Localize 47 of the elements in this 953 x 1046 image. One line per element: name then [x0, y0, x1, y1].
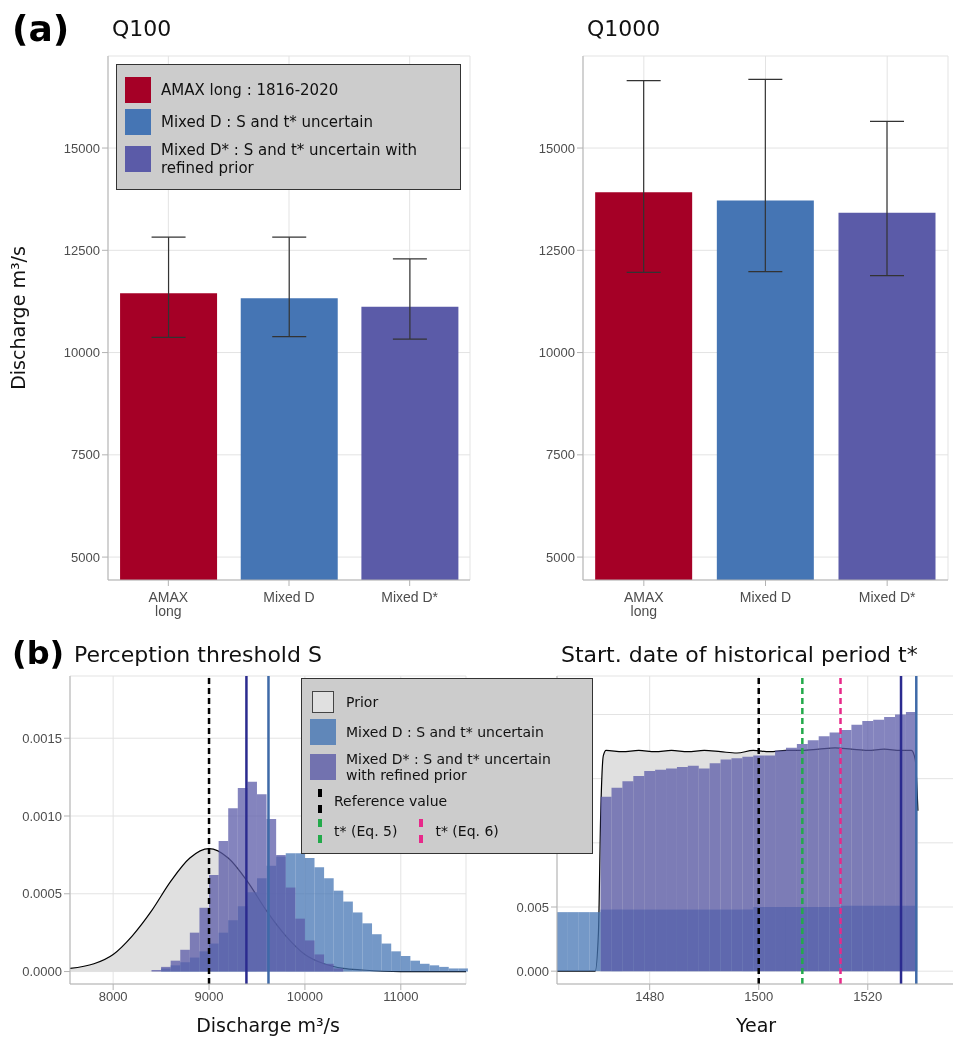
text: (b)	[12, 634, 65, 672]
legend-label: Mixed D* : S and t* uncertain with refined prior	[161, 141, 419, 177]
y-tick-label: 7500	[546, 447, 575, 463]
x-tick-label: 8000	[98, 989, 128, 1005]
text: t* (Eq. 6)	[435, 823, 499, 839]
y-tick-label: 10000	[538, 345, 575, 361]
y-tick-label: 0.000	[516, 963, 549, 979]
y-tick-label: 0.0005	[22, 886, 62, 902]
chart-title: Q100	[112, 16, 172, 41]
x-tick-label: 11000	[383, 989, 419, 1005]
x-tick-label: Mixed D*	[858, 588, 917, 605]
y-axis-title: Discharge m³/s	[6, 246, 29, 390]
x-tick-label: Mixed D	[263, 588, 315, 605]
chart-title: Perception threshold S	[74, 642, 322, 667]
y-tick-label: 0.0000	[22, 964, 62, 980]
x-tick-label: Mixed D	[739, 588, 792, 605]
x-tick-label: Mixed D*	[381, 588, 439, 605]
x-axis-title: Discharge m³/s	[196, 1014, 340, 1036]
text: (a)	[12, 8, 70, 49]
x-axis-title: Year	[734, 1014, 777, 1036]
legend-label: Mixed D : S and t* uncertain	[161, 113, 374, 131]
y-tick-label: 5000	[71, 549, 100, 565]
x-tick-label: 1480	[635, 989, 665, 1005]
y-tick-label: 12500	[538, 242, 575, 258]
x-tick-label: AMAX long	[148, 588, 189, 619]
legend-label: Mixed D : S and t* uncertain	[346, 724, 545, 740]
y-tick-label: 0.0015	[22, 730, 62, 746]
x-tick-label: 1500	[744, 989, 774, 1005]
y-tick-label: 15000	[63, 140, 100, 156]
x-tick-label: 10000	[286, 989, 323, 1005]
y-tick-label: 12500	[63, 242, 100, 258]
text: Reference value	[334, 793, 448, 809]
legend-label: Prior	[346, 694, 380, 710]
x-tick-label: 1520	[853, 989, 883, 1005]
chart-title: Start. date of historical period t*	[561, 642, 918, 667]
y-tick-label: 0.0010	[22, 808, 62, 824]
y-tick-label: 0.005	[516, 899, 549, 915]
text: t* (Eq. 5)	[334, 823, 398, 839]
x-tick-label: 9000	[194, 989, 224, 1005]
y-tick-label: 5000	[546, 549, 575, 565]
legend-label: Mixed D* : S and t* uncertain with refined prior	[346, 751, 552, 783]
legend-label: AMAX long : 1816-2020	[161, 81, 340, 99]
y-tick-label: 15000	[538, 140, 575, 156]
y-tick-label: 7500	[71, 447, 100, 463]
x-tick-label: AMAX long	[623, 588, 665, 619]
chart-title: Q1000	[587, 16, 661, 41]
y-tick-label: 10000	[63, 345, 100, 361]
